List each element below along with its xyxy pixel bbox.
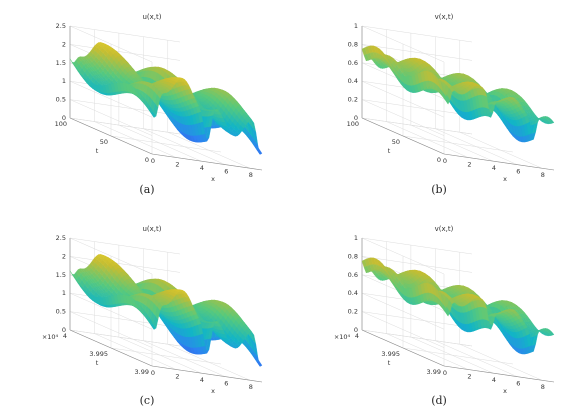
z-tick-label: 1	[62, 289, 66, 297]
x-tick-label: 8	[541, 383, 545, 391]
x-tick-label: 0	[443, 369, 447, 377]
t-axis-label: t	[96, 359, 99, 367]
z-tick-label: 0.4	[348, 289, 358, 297]
caption-b: (b)	[294, 183, 584, 196]
x-tick-label: 6	[516, 168, 520, 176]
z-tick-label: 0.8	[348, 252, 358, 260]
x-tick-label: 4	[492, 164, 496, 172]
caption-a: (a)	[2, 183, 292, 196]
z-tick-label: 0.6	[348, 271, 358, 279]
t-tick-label: 3.99	[135, 368, 149, 376]
x-axis-label: x	[503, 175, 507, 183]
z-tick-label: 0.8	[348, 40, 358, 48]
z-tick-label: 1	[62, 77, 66, 85]
x-tick-label: 6	[224, 168, 228, 176]
t-axis-exponent: ×10⁴	[334, 333, 351, 341]
z-tick-label: 2	[62, 252, 66, 260]
t-tick-label: 50	[100, 138, 108, 146]
t-tick-label: 100	[347, 120, 359, 128]
caption-c: (c)	[2, 394, 292, 407]
z-tick-label: 0.4	[348, 77, 358, 85]
t-axis-label: t	[96, 147, 99, 155]
caption-d: (d)	[294, 394, 584, 407]
t-axis-label: t	[388, 147, 391, 155]
t-tick-label: 4	[63, 332, 67, 340]
x-tick-label: 2	[175, 161, 179, 169]
chart-title: u(x,t)	[142, 225, 161, 233]
z-tick-label: 0.5	[56, 96, 66, 104]
z-tick-label: 1.5	[56, 59, 66, 67]
x-tick-label: 6	[224, 380, 228, 388]
x-tick-label: 4	[492, 376, 496, 384]
chart-title: v(x,t)	[435, 13, 454, 21]
t-axis-label: t	[388, 359, 391, 367]
x-tick-label: 0	[443, 157, 447, 165]
chart-title: u(x,t)	[142, 13, 161, 21]
x-tick-label: 2	[175, 373, 179, 381]
x-tick-label: 0	[151, 157, 155, 165]
x-tick-label: 8	[249, 171, 253, 179]
t-tick-label: 3.995	[89, 350, 108, 358]
z-tick-label: 1	[354, 22, 358, 30]
z-tick-label: 2.5	[56, 234, 66, 242]
z-tick-label: 1.5	[56, 271, 66, 279]
z-tick-label: 1	[354, 234, 358, 242]
x-tick-label: 2	[467, 161, 471, 169]
z-tick-label: 2	[62, 40, 66, 48]
z-tick-label: 0.5	[56, 308, 66, 316]
t-tick-label: 50	[392, 138, 400, 146]
x-tick-label: 8	[541, 171, 545, 179]
x-tick-label: 6	[516, 380, 520, 388]
t-tick-label: 0	[145, 156, 149, 164]
z-tick-label: 0.2	[348, 308, 358, 316]
t-axis-exponent: ×10⁴	[42, 333, 59, 341]
t-tick-label: 4	[355, 332, 359, 340]
x-tick-label: 0	[151, 369, 155, 377]
t-tick-label: 100	[55, 120, 67, 128]
t-tick-label: 3.99	[427, 368, 441, 376]
x-tick-label: 4	[200, 164, 204, 172]
t-tick-label: 3.995	[381, 350, 400, 358]
z-tick-label: 0.6	[348, 59, 358, 67]
z-tick-label: 0.2	[348, 96, 358, 104]
x-tick-label: 8	[249, 383, 253, 391]
x-tick-label: 4	[200, 376, 204, 384]
z-tick-label: 2.5	[56, 22, 66, 30]
x-axis-label: x	[211, 175, 215, 183]
t-tick-label: 0	[437, 156, 441, 164]
x-tick-label: 2	[467, 373, 471, 381]
chart-title: v(x,t)	[435, 225, 454, 233]
